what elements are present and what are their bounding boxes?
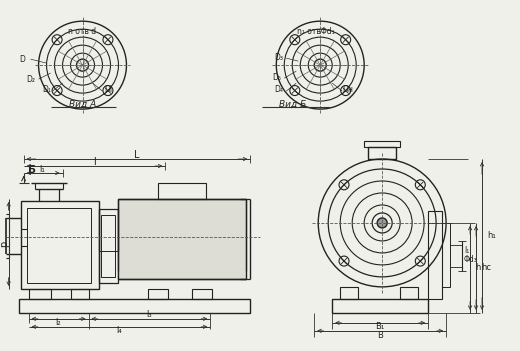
Text: B₁: B₁: [375, 322, 385, 331]
Text: Вид A: Вид A: [69, 100, 96, 108]
Text: D₃: D₃: [274, 53, 283, 62]
Bar: [148, 289, 168, 299]
Text: L: L: [134, 150, 139, 160]
Bar: [98, 209, 119, 283]
Bar: [368, 147, 396, 159]
Bar: [364, 141, 400, 147]
Text: D₄: D₄: [274, 85, 283, 94]
Bar: [159, 183, 206, 199]
Text: D: D: [20, 55, 25, 64]
Text: h: h: [475, 263, 480, 272]
Text: l: l: [93, 157, 96, 167]
Text: n₁ отвΦd₁: n₁ отвΦd₁: [297, 27, 335, 36]
Bar: [29, 289, 50, 299]
Bar: [27, 208, 90, 283]
Bar: [400, 287, 418, 299]
Bar: [332, 299, 428, 313]
Bar: [442, 223, 450, 287]
Text: l₃: l₃: [147, 310, 152, 319]
Text: р: р: [0, 241, 9, 247]
Text: Dн: Dн: [343, 85, 354, 94]
Text: Dl: Dl: [105, 85, 112, 94]
Text: h₁: h₁: [487, 231, 496, 240]
Bar: [428, 211, 442, 299]
Circle shape: [377, 218, 387, 228]
Text: B: B: [377, 331, 383, 340]
Bar: [101, 215, 115, 277]
Text: l₂: l₂: [56, 318, 61, 327]
Text: Φd₃: Φd₃: [464, 256, 478, 264]
Text: hс: hс: [481, 263, 491, 272]
Bar: [71, 289, 88, 299]
Text: n отв d: n отв d: [69, 27, 97, 36]
Text: l₁: l₁: [40, 165, 45, 173]
Bar: [340, 287, 358, 299]
Text: l₁: l₁: [464, 246, 470, 256]
Text: D₂: D₂: [26, 75, 35, 84]
Text: l₄: l₄: [116, 326, 122, 335]
Text: D₁: D₁: [42, 85, 51, 94]
Bar: [119, 199, 246, 279]
Bar: [21, 201, 98, 289]
Bar: [19, 299, 250, 313]
Text: D₅: D₅: [272, 73, 281, 82]
Bar: [192, 289, 212, 299]
Text: Б: Б: [28, 165, 35, 175]
Text: Вид Б: Вид Б: [279, 100, 306, 108]
